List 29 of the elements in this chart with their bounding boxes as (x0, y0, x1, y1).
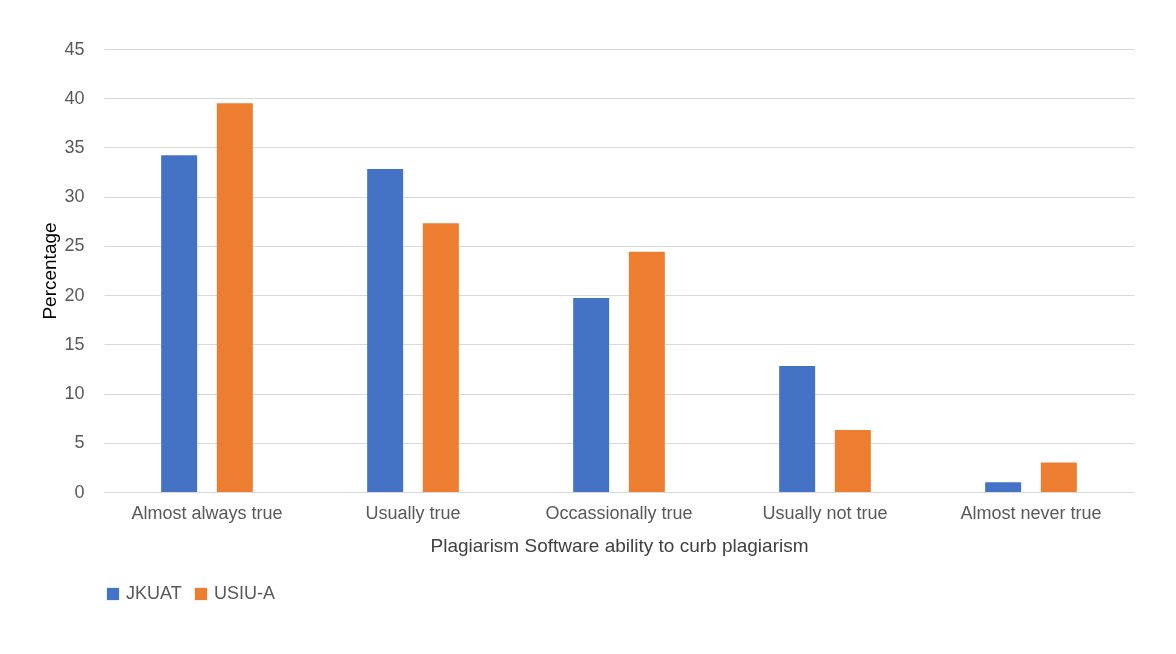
bar (216, 103, 253, 492)
y-tick-label: 10 (64, 383, 85, 404)
y-tick-label: 35 (64, 136, 85, 157)
x-tick-label: Almost always true (131, 502, 283, 523)
x-axis-title: Plagiarism Software ability to curb plagiarism (430, 534, 809, 556)
bar (834, 429, 871, 492)
y-tick-label: 15 (64, 333, 85, 354)
y-tick-label: 5 (74, 432, 85, 453)
y-tick-label: 25 (64, 235, 85, 256)
legend-label: USIU-A (214, 583, 276, 603)
bar (779, 365, 816, 492)
bar (367, 169, 404, 492)
y-tick-label: 40 (64, 87, 85, 108)
x-tick-label: Almost never true (960, 502, 1102, 523)
y-tick-label: 0 (74, 481, 85, 502)
bar (628, 251, 665, 492)
x-tick-label: Usually true (365, 502, 461, 523)
bar (161, 155, 198, 492)
y-tick-label: 45 (64, 38, 85, 59)
x-tick-label: Occassionally true (545, 502, 693, 523)
bar (422, 223, 459, 492)
y-tick-label: 30 (64, 186, 85, 207)
bar (1040, 462, 1077, 492)
y-tick-label: 20 (64, 284, 85, 305)
x-tick-label: Usually not true (762, 502, 888, 523)
y-axis-title: Percentage (39, 222, 61, 320)
bar (573, 298, 610, 492)
bar (985, 482, 1022, 492)
legend-label: JKUAT (126, 583, 182, 603)
